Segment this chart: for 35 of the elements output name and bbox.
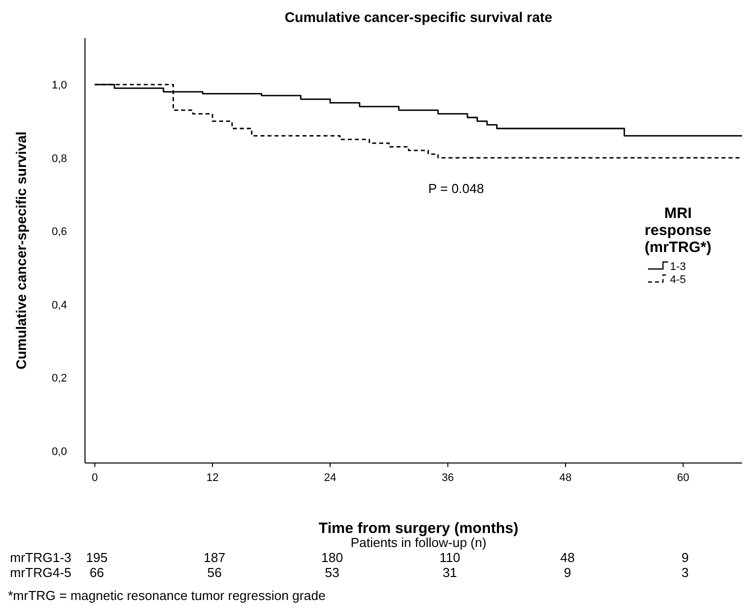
y-tick-label: 0,2 xyxy=(52,372,67,385)
y-tick-label: 1,0 xyxy=(52,80,67,92)
y-tick-label: 0,4 xyxy=(52,299,67,312)
x-tick-label: 12 xyxy=(206,472,219,484)
text: 3 xyxy=(682,565,689,580)
x-tick-label: 36 xyxy=(442,472,454,484)
x-axis-title: Time from surgery (months) xyxy=(318,520,518,537)
x-tick-label: 0 xyxy=(92,472,98,484)
y-tick-label: 0,6 xyxy=(52,226,67,238)
text: mrTRG4-5 xyxy=(10,565,72,580)
x-tick-label: 48 xyxy=(559,472,572,484)
text: 180 xyxy=(321,550,343,565)
x-tick-label: 60 xyxy=(677,472,690,484)
text: 9 xyxy=(682,550,689,565)
annotation: P = 0.048 xyxy=(428,181,484,196)
x-tick-label: 24 xyxy=(324,472,336,484)
text: *mrTRG = magnetic resonance tumor regression grade xyxy=(8,588,326,603)
text: 66 xyxy=(90,565,104,580)
text: 48 xyxy=(560,550,575,565)
legend-label: 1-3 xyxy=(670,261,686,273)
text: 110 xyxy=(439,550,460,565)
text: 195 xyxy=(86,550,108,565)
y-axis-title: Cumulative cancer-specific survival xyxy=(13,131,29,370)
text: Patients in follow-up (n) xyxy=(350,535,486,550)
y-tick-label: 0,0 xyxy=(52,446,67,458)
chart-title: Cumulative cancer-specific survival rate xyxy=(284,9,553,25)
legend-label: 4-5 xyxy=(670,274,686,286)
text: 56 xyxy=(207,565,222,580)
text: 31 xyxy=(442,565,458,580)
legend-title: MRI response (mrTRG*) xyxy=(644,205,712,256)
text: 187 xyxy=(204,550,226,565)
text: mrTRG1-3 xyxy=(10,550,72,565)
y-tick-label: 0,8 xyxy=(52,152,67,165)
text: 53 xyxy=(324,565,340,580)
text: 9 xyxy=(564,565,572,580)
